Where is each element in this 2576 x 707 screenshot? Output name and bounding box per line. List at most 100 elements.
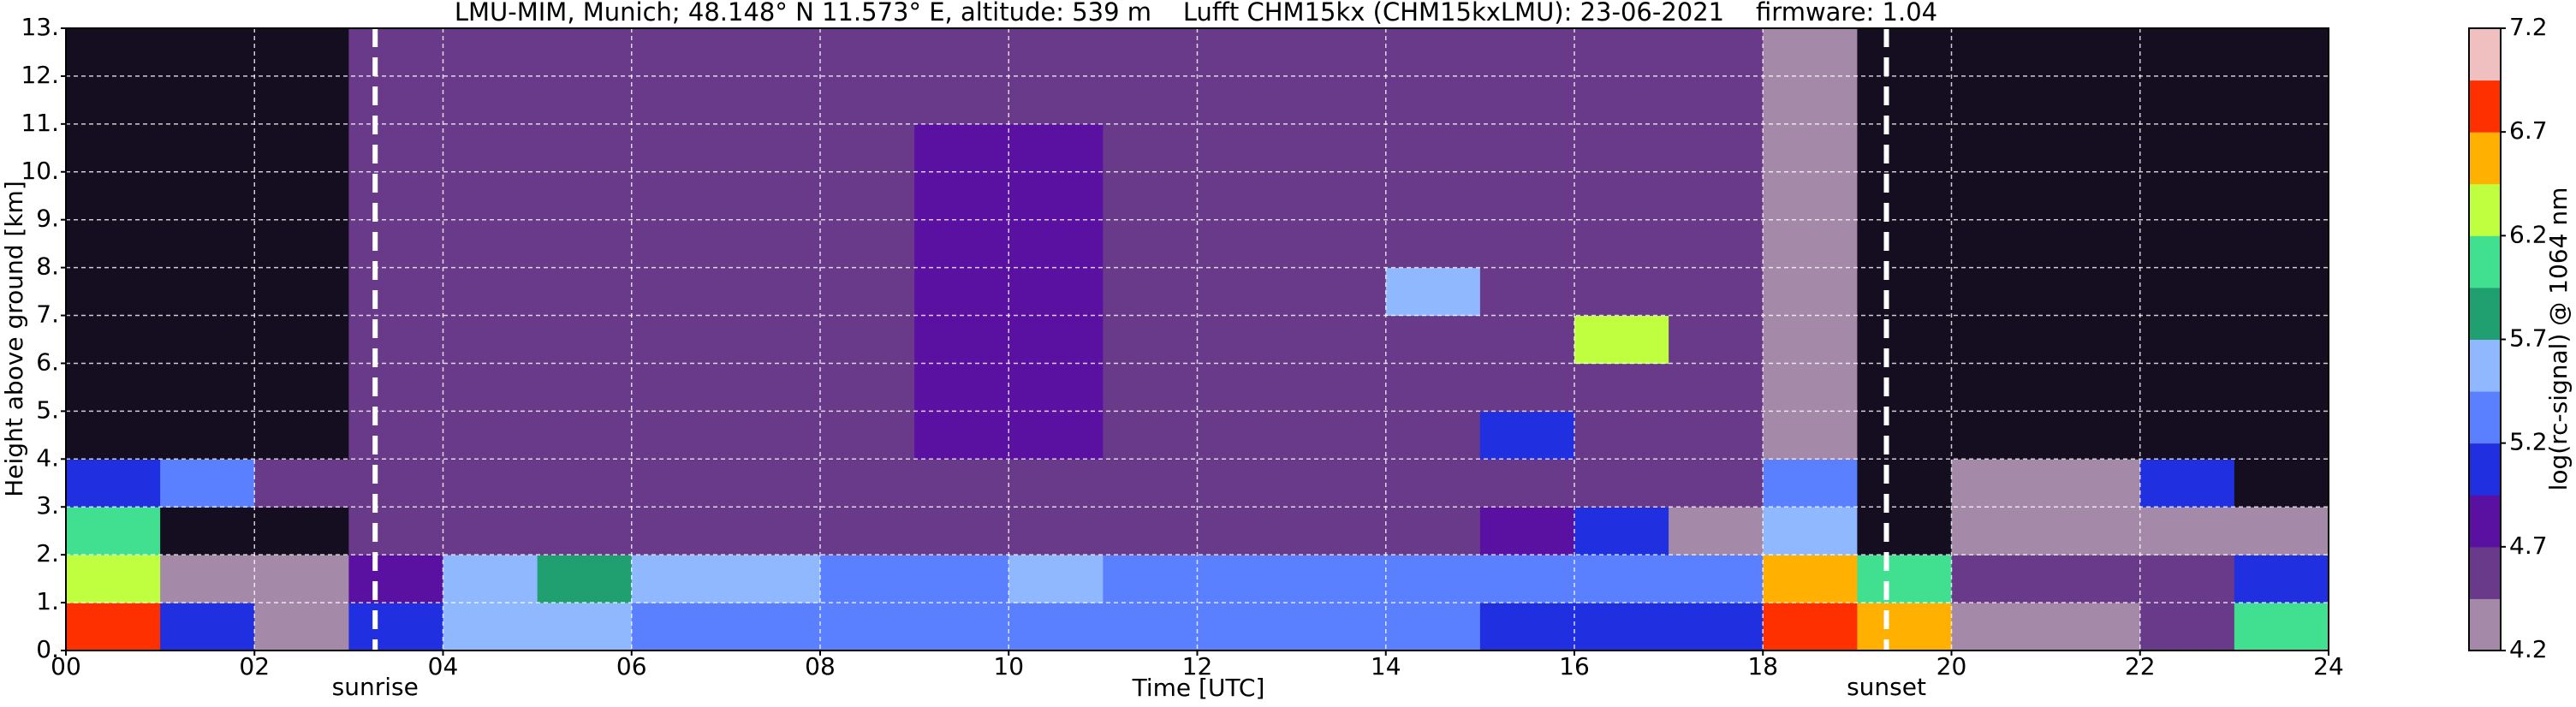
heatmap-cell — [725, 28, 821, 77]
heatmap-cell — [254, 411, 349, 460]
heatmap-cell — [443, 123, 538, 173]
heatmap-cell — [160, 507, 255, 556]
colorbar-tick-label: 5.7 — [2509, 324, 2548, 353]
heatmap-cell — [1857, 459, 1952, 508]
y-tick-label: 0. — [36, 635, 59, 663]
heatmap-cell — [1669, 123, 1764, 173]
chart-title: LMU-MIM, Munich; 48.148° N 11.573° E, al… — [455, 0, 1937, 27]
heatmap-cell — [1763, 603, 1858, 651]
heatmap-cell — [1763, 267, 1858, 317]
heatmap-cell — [1103, 75, 1198, 125]
heatmap-cell — [1951, 411, 2047, 460]
heatmap-cell — [820, 411, 915, 460]
heatmap-cell — [254, 363, 349, 412]
heatmap-cell — [348, 171, 443, 221]
heatmap-cell — [66, 267, 161, 317]
heatmap-cell — [1669, 603, 1764, 651]
y-tick-label: 1. — [36, 587, 59, 615]
heatmap-cell — [1479, 603, 1575, 651]
heatmap-cell — [1857, 267, 1952, 317]
heatmap-cell — [1197, 171, 1293, 221]
heatmap-cell — [1291, 315, 1387, 364]
heatmap-cell — [1385, 603, 1481, 651]
heatmap-cell — [2139, 219, 2235, 269]
heatmap-cell — [1857, 555, 1952, 603]
heatmap-cell — [914, 555, 1009, 603]
heatmap-cell — [1669, 507, 1764, 556]
heatmap-cell — [1385, 363, 1481, 412]
heatmap-cell — [254, 219, 349, 269]
heatmap-cell — [443, 28, 538, 77]
heatmap-cell — [2234, 75, 2329, 125]
heatmap-cell — [66, 555, 161, 603]
heatmap-cell — [820, 315, 915, 364]
heatmap-cell — [348, 459, 443, 508]
heatmap-cell — [1103, 171, 1198, 221]
x-tick-label: 02 — [239, 652, 270, 680]
colorbar-segment — [2469, 598, 2501, 651]
heatmap-cell — [537, 267, 633, 317]
heatmap-cell — [725, 363, 821, 412]
heatmap-cell — [160, 267, 255, 317]
heatmap-cell — [2045, 459, 2141, 508]
heatmap-cell — [1103, 603, 1198, 651]
heatmap-cell — [820, 75, 915, 125]
heatmap-cell — [348, 123, 443, 173]
heatmap-cell — [160, 75, 255, 125]
heatmap-cell — [2139, 555, 2235, 603]
heatmap-cell — [1197, 459, 1293, 508]
colorbar-segment — [2469, 235, 2501, 288]
heatmap-cell — [631, 219, 727, 269]
heatmap-cell — [631, 171, 727, 221]
annotation-label: sunset — [1847, 673, 1926, 701]
heatmap-cell — [1951, 171, 2047, 221]
colorbar-segment — [2469, 546, 2501, 599]
y-tick-label: 6. — [36, 348, 59, 376]
heatmap-cell — [2234, 459, 2329, 508]
heatmap-cell — [1197, 411, 1293, 460]
y-axis-label: Height above ground [km] — [0, 181, 28, 497]
heatmap-cell — [1385, 171, 1481, 221]
heatmap-cell — [2234, 171, 2329, 221]
heatmap-cell — [631, 555, 727, 603]
heatmap-cell — [2045, 603, 2141, 651]
heatmap-cell — [160, 555, 255, 603]
heatmap-cell — [1574, 459, 1669, 508]
x-tick-label: 24 — [2313, 652, 2344, 680]
heatmap-cell — [820, 171, 915, 221]
heatmap-cell — [725, 459, 821, 508]
heatmap-cell — [66, 28, 161, 77]
heatmap-cell — [1385, 507, 1481, 556]
heatmap-cell — [160, 219, 255, 269]
x-tick-label: 00 — [51, 652, 81, 680]
heatmap-cell — [1669, 267, 1764, 317]
heatmap-cell — [631, 315, 727, 364]
heatmap-cell — [537, 123, 633, 173]
heatmap-cell — [1291, 123, 1387, 173]
heatmap-cell — [1008, 171, 1104, 221]
heatmap-cell — [348, 219, 443, 269]
heatmap-cell — [1197, 315, 1293, 364]
heatmap-cell — [2045, 28, 2141, 77]
heatmap-cell — [1763, 219, 1858, 269]
heatmap-cell — [66, 75, 161, 125]
heatmap-cell — [2139, 411, 2235, 460]
heatmap-cell — [2139, 363, 2235, 412]
heatmap-cell — [725, 123, 821, 173]
colorbar-tick-label: 5.2 — [2509, 428, 2548, 456]
colorbar-segment — [2469, 183, 2501, 236]
heatmap-cell — [537, 315, 633, 364]
heatmap-cell — [1763, 507, 1858, 556]
heatmap-cell — [2234, 28, 2329, 77]
heatmap-cell — [537, 507, 633, 556]
heatmap-cell — [2139, 315, 2235, 364]
heatmap-cell — [1574, 507, 1669, 556]
heatmap-cell — [914, 411, 1009, 460]
heatmap-cell — [820, 267, 915, 317]
heatmap-cell — [725, 555, 821, 603]
heatmap-cell — [254, 507, 349, 556]
heatmap-cell — [443, 315, 538, 364]
heatmap-cell — [1669, 171, 1764, 221]
y-tick-label: 5. — [36, 395, 59, 424]
heatmap-cell — [631, 411, 727, 460]
